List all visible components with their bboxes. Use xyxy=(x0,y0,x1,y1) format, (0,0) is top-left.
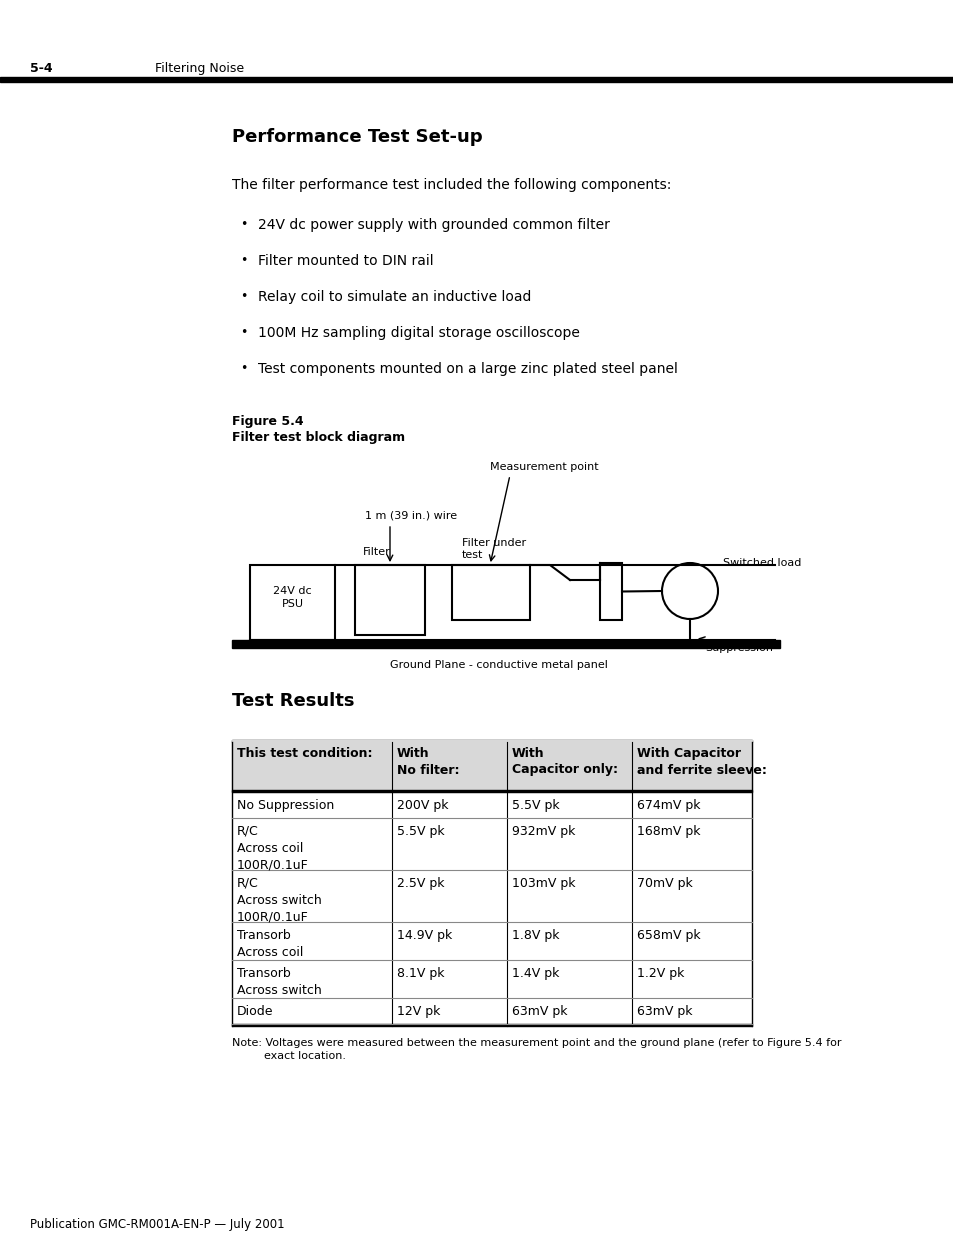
Text: 24V dc power supply with grounded common filter: 24V dc power supply with grounded common… xyxy=(257,219,609,232)
Text: •: • xyxy=(240,219,247,231)
Text: 658mV pk: 658mV pk xyxy=(637,929,700,942)
Text: 70mV pk: 70mV pk xyxy=(637,877,692,890)
Text: Test Results: Test Results xyxy=(232,692,355,710)
Text: R/C
Across switch
100R/0.1uF: R/C Across switch 100R/0.1uF xyxy=(236,877,321,923)
Text: 1.4V pk: 1.4V pk xyxy=(512,967,558,981)
Text: 103mV pk: 103mV pk xyxy=(512,877,575,890)
Bar xyxy=(250,564,335,640)
Text: 24V dc
PSU: 24V dc PSU xyxy=(273,585,312,609)
Text: exact location.: exact location. xyxy=(264,1051,346,1061)
Text: Switched load: Switched load xyxy=(722,558,801,568)
Bar xyxy=(599,563,621,620)
Text: The filter performance test included the following components:: The filter performance test included the… xyxy=(232,178,671,191)
Text: Transorb
Across coil: Transorb Across coil xyxy=(236,929,303,958)
Text: Measurement point: Measurement point xyxy=(490,462,598,472)
Text: Performance Test Set-up: Performance Test Set-up xyxy=(232,128,482,146)
Text: 63mV pk: 63mV pk xyxy=(512,1005,567,1018)
Text: R/C
Across coil
100R/0.1uF: R/C Across coil 100R/0.1uF xyxy=(236,825,309,871)
Bar xyxy=(0,77,953,82)
Text: 5.5V pk: 5.5V pk xyxy=(396,825,444,839)
Bar xyxy=(355,564,424,635)
Text: 200V pk: 200V pk xyxy=(396,799,448,811)
Text: Ground Plane - conductive metal panel: Ground Plane - conductive metal panel xyxy=(390,659,607,671)
Text: Filter test block diagram: Filter test block diagram xyxy=(232,431,405,445)
Text: Relay coil to simulate an inductive load: Relay coil to simulate an inductive load xyxy=(257,290,531,304)
Text: Filtering Noise: Filtering Noise xyxy=(154,62,244,75)
Text: 63mV pk: 63mV pk xyxy=(637,1005,692,1018)
Text: 932mV pk: 932mV pk xyxy=(512,825,575,839)
Text: Filter mounted to DIN rail: Filter mounted to DIN rail xyxy=(257,254,434,268)
Text: Test components mounted on a large zinc plated steel panel: Test components mounted on a large zinc … xyxy=(257,362,678,375)
Text: 1.8V pk: 1.8V pk xyxy=(512,929,558,942)
Text: •: • xyxy=(240,326,247,338)
Bar xyxy=(452,564,530,620)
Text: Diode: Diode xyxy=(236,1005,274,1018)
Text: 8.1V pk: 8.1V pk xyxy=(396,967,444,981)
Text: With
Capacitor only:: With Capacitor only: xyxy=(512,747,618,777)
Bar xyxy=(232,640,780,648)
Text: With Capacitor
and ferrite sleeve:: With Capacitor and ferrite sleeve: xyxy=(637,747,766,777)
Text: Note: Voltages were measured between the measurement point and the ground plane : Note: Voltages were measured between the… xyxy=(232,1037,841,1049)
Text: 14.9V pk: 14.9V pk xyxy=(396,929,452,942)
Text: •: • xyxy=(240,254,247,267)
Text: 5.5V pk: 5.5V pk xyxy=(512,799,559,811)
Bar xyxy=(232,740,751,742)
Text: Publication GMC-RM001A-EN-P — July 2001: Publication GMC-RM001A-EN-P — July 2001 xyxy=(30,1218,284,1231)
Text: Transorb
Across switch: Transorb Across switch xyxy=(236,967,321,997)
Text: Filter under
test: Filter under test xyxy=(461,537,525,559)
Text: This test condition:: This test condition: xyxy=(236,747,372,760)
Text: •: • xyxy=(240,362,247,375)
Text: 1.2V pk: 1.2V pk xyxy=(637,967,683,981)
Bar xyxy=(232,1024,751,1026)
Text: No Suppression: No Suppression xyxy=(236,799,334,811)
Text: •: • xyxy=(240,290,247,303)
Text: 100M Hz sampling digital storage oscilloscope: 100M Hz sampling digital storage oscillo… xyxy=(257,326,579,340)
Text: 2.5V pk: 2.5V pk xyxy=(396,877,444,890)
Text: With
No filter:: With No filter: xyxy=(396,747,459,777)
Text: 168mV pk: 168mV pk xyxy=(637,825,700,839)
Text: Suppression: Suppression xyxy=(704,643,772,653)
Bar xyxy=(232,790,751,792)
Text: Figure 5.4: Figure 5.4 xyxy=(232,415,303,429)
Text: 12V pk: 12V pk xyxy=(396,1005,440,1018)
Text: 674mV pk: 674mV pk xyxy=(637,799,700,811)
Text: 1 m (39 in.) wire: 1 m (39 in.) wire xyxy=(365,510,456,520)
Bar xyxy=(232,740,751,792)
Text: Filter: Filter xyxy=(363,547,391,557)
Text: 5-4: 5-4 xyxy=(30,62,52,75)
